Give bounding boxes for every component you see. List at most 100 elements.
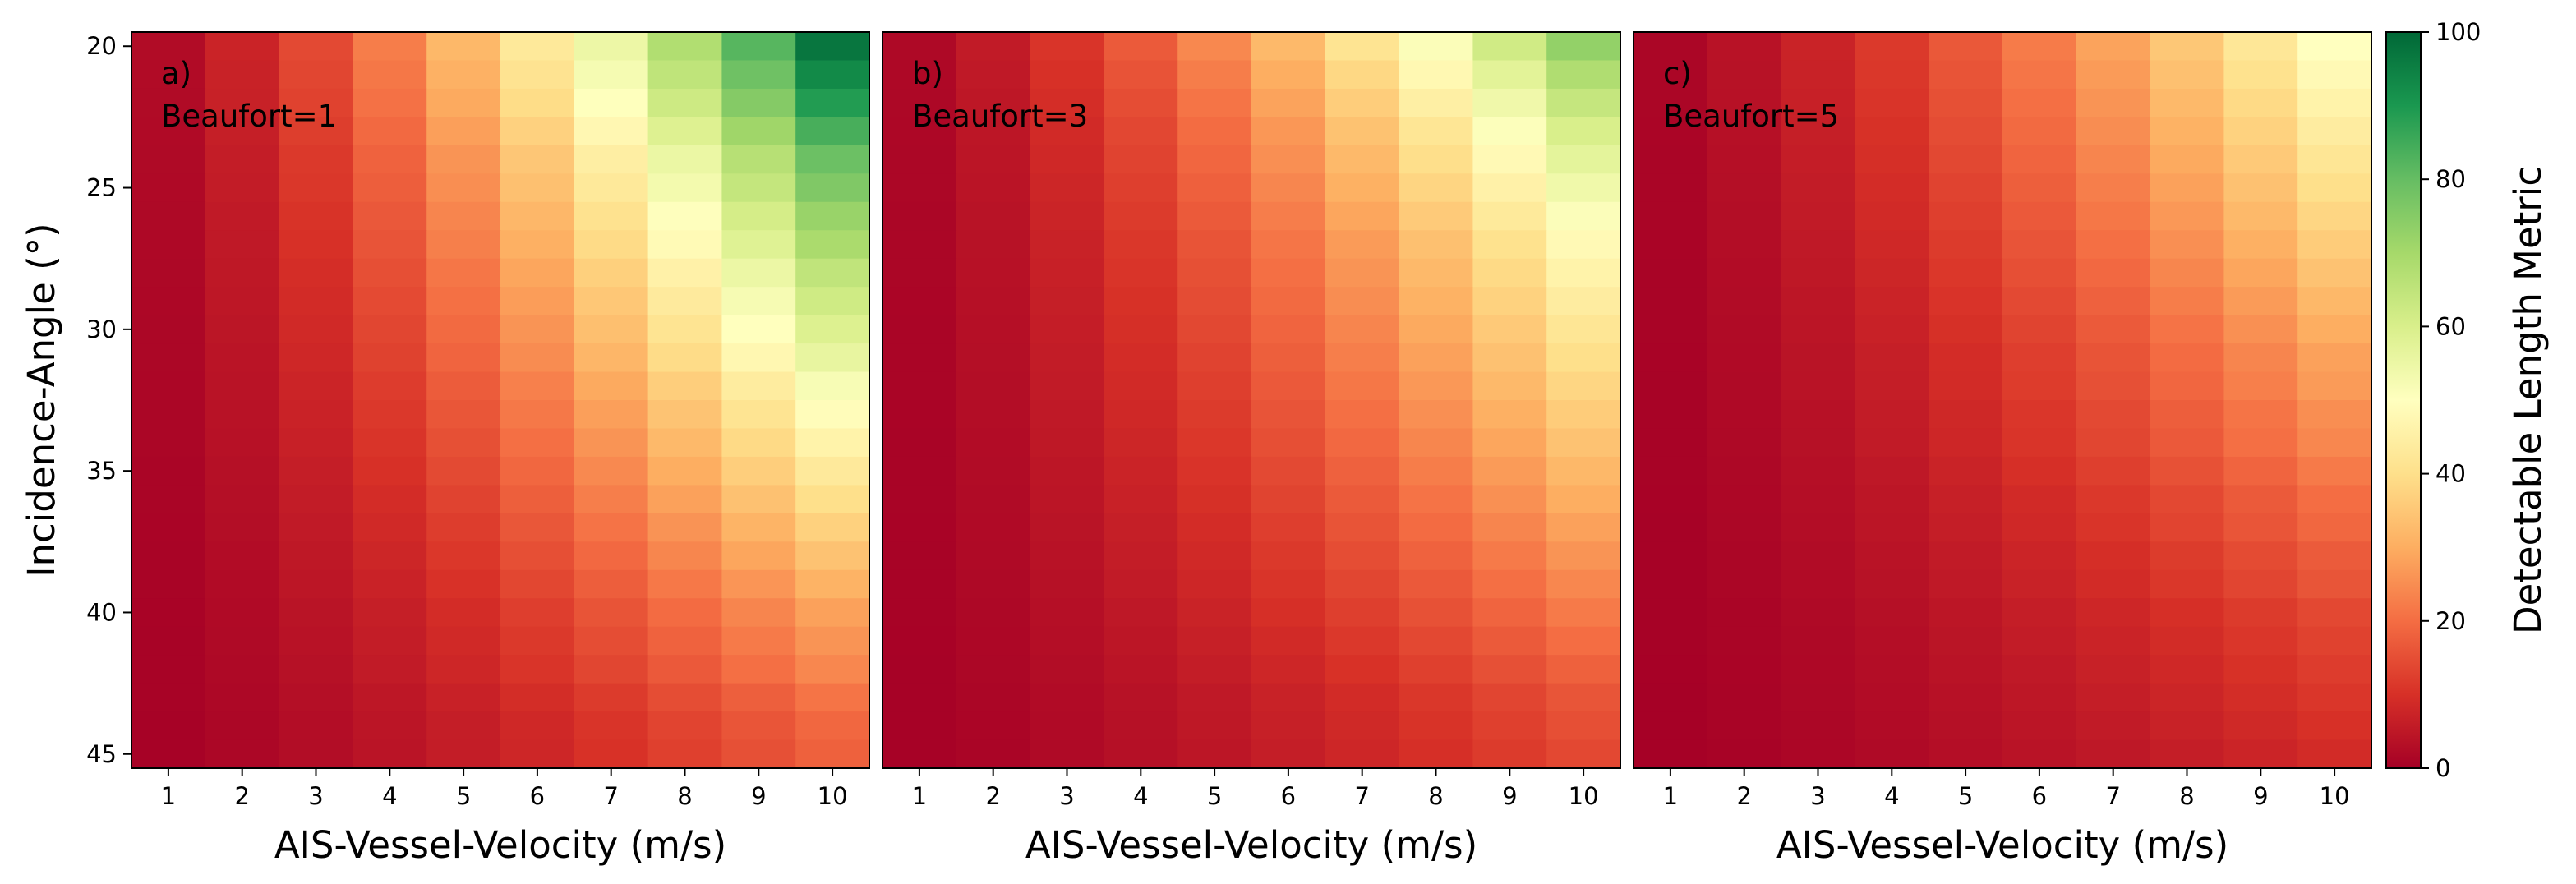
heatmap-cell xyxy=(1546,739,1621,769)
heatmap-cell xyxy=(500,513,575,542)
heatmap-cell xyxy=(2076,315,2151,344)
heatmap-cell xyxy=(1707,88,1782,117)
heatmap-cell xyxy=(2150,145,2224,174)
heatmap-cell xyxy=(574,456,649,486)
heatmap-cell xyxy=(426,287,501,316)
heatmap-cell xyxy=(1855,117,1929,146)
heatmap-cell xyxy=(205,739,280,769)
heatmap-cell xyxy=(574,287,649,316)
heatmap-cell xyxy=(1781,626,1855,656)
heatmap-cell xyxy=(1707,513,1782,542)
heatmap-cell xyxy=(574,428,649,458)
x-tick-label: 7 xyxy=(1354,782,1369,810)
heatmap-cell xyxy=(1855,371,1929,401)
heatmap-cell xyxy=(1707,230,1782,260)
heatmap-cell xyxy=(1251,287,1326,316)
heatmap-cell xyxy=(1634,230,1708,260)
heatmap-cell xyxy=(1781,173,1855,203)
heatmap-cell xyxy=(795,513,870,542)
heatmap-cell xyxy=(353,230,427,260)
heatmap-cell xyxy=(1707,683,1782,712)
heatmap-cell xyxy=(205,683,280,712)
heatmap-cell xyxy=(2076,739,2151,769)
heatmap-cell xyxy=(1781,371,1855,401)
heatmap-cell xyxy=(426,343,501,373)
heatmap-cell xyxy=(795,428,870,458)
x-tick-label: 10 xyxy=(1569,782,1599,810)
heatmap-cell xyxy=(1399,711,1473,741)
heatmap-cell xyxy=(1104,287,1178,316)
heatmap-cell xyxy=(1472,201,1547,231)
heatmap-cell xyxy=(882,683,957,712)
heatmap-cell xyxy=(2002,541,2077,571)
x-tick-label: 1 xyxy=(1663,782,1678,810)
heatmap-cell xyxy=(1030,315,1104,344)
heatmap-cell xyxy=(1707,371,1782,401)
heatmap-cell xyxy=(882,173,957,203)
heatmap-cell xyxy=(1399,145,1473,174)
heatmap-cell xyxy=(353,541,427,571)
heatmap-cell xyxy=(1929,201,2003,231)
heatmap-cell xyxy=(131,541,206,571)
heatmap-cell xyxy=(2150,400,2224,430)
heatmap-cell xyxy=(1030,201,1104,231)
heatmap-cell xyxy=(2076,683,2151,712)
heatmap-cell xyxy=(1929,230,2003,260)
heatmap-cell xyxy=(574,371,649,401)
heatmap-cell xyxy=(131,400,206,430)
heatmap-cell xyxy=(1325,541,1400,571)
heatmap-cell xyxy=(1399,541,1473,571)
heatmap-cell xyxy=(1546,655,1621,684)
heatmap-cell xyxy=(500,485,575,514)
heatmap-cell xyxy=(2223,371,2298,401)
heatmap-cell xyxy=(131,485,206,514)
heatmap-cell xyxy=(1472,60,1547,90)
heatmap-cell xyxy=(1325,287,1400,316)
heatmap-cell xyxy=(956,400,1031,430)
heatmap-cell xyxy=(647,88,722,117)
heatmap-cell xyxy=(1472,315,1547,344)
heatmap-cell xyxy=(956,739,1031,769)
heatmap-cell xyxy=(1325,32,1400,62)
heatmap-cell xyxy=(882,598,957,628)
heatmap-cell xyxy=(1546,626,1621,656)
heatmap-cell xyxy=(2002,32,2077,62)
heatmap-cell xyxy=(2223,315,2298,344)
heatmap-cell xyxy=(1104,230,1178,260)
heatmap-cell xyxy=(2223,258,2298,288)
heatmap-cell xyxy=(2076,569,2151,599)
x-tick-label: 2 xyxy=(1736,782,1751,810)
x-tick-label: 5 xyxy=(1207,782,1222,810)
heatmap-cell xyxy=(574,513,649,542)
heatmap-cell xyxy=(205,655,280,684)
heatmap-cell xyxy=(1104,711,1178,741)
heatmap-cell xyxy=(2150,371,2224,401)
heatmap-cell xyxy=(279,541,353,571)
colorbar: 0 20 40 60 80 100 Detectable Length Metric xyxy=(2385,18,2550,782)
heatmap-cell xyxy=(279,145,353,174)
heatmap-cell xyxy=(426,655,501,684)
heatmap-cell xyxy=(2150,60,2224,90)
heatmap-cell xyxy=(1030,117,1104,146)
heatmap-cell xyxy=(131,343,206,373)
heatmap-cell xyxy=(2150,230,2224,260)
heatmap-cell xyxy=(956,343,1031,373)
heatmap-cell xyxy=(131,201,206,231)
heatmap-cell xyxy=(2150,456,2224,486)
heatmap-cell xyxy=(1707,315,1782,344)
heatmap-cell xyxy=(2150,569,2224,599)
heatmap-cell xyxy=(426,230,501,260)
heatmap-cell xyxy=(1634,258,1708,288)
condition-label-b: Beaufort=3 xyxy=(912,99,1088,134)
heatmap-cell xyxy=(353,598,427,628)
heatmap-cell xyxy=(1251,541,1326,571)
heatmap-cell xyxy=(2150,683,2224,712)
heatmap-cell xyxy=(795,626,870,656)
heatmap-cell xyxy=(795,683,870,712)
heatmap-cell xyxy=(647,598,722,628)
heatmap-cell xyxy=(1325,88,1400,117)
heatmap-cell xyxy=(1399,683,1473,712)
heatmap-cell xyxy=(882,117,957,146)
heatmap-cell xyxy=(1546,315,1621,344)
heatmap-cell xyxy=(353,400,427,430)
